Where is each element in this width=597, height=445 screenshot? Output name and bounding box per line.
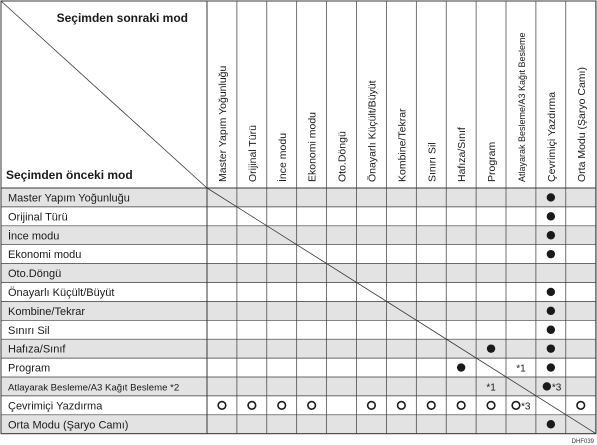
- header-bottom-label: Seçimden önceki mod: [6, 168, 133, 182]
- table-diagonal: [206, 187, 597, 435]
- filled-circle-mark: [546, 287, 556, 297]
- column-header: İnce modu: [276, 133, 289, 182]
- column-header: Orijinal Türü: [247, 125, 259, 182]
- column-header: Çevrimiçi Yazdırma: [546, 92, 558, 182]
- row-label: Çevrimiçi Yazdırma: [8, 400, 103, 412]
- row-label: Hafıza/Sınıf: [8, 344, 66, 356]
- column-header: Program: [486, 141, 498, 182]
- column-header: Sınırı Sil: [426, 142, 438, 182]
- row-label: Atlayarak Besleme/A3 Kağıt Besleme *2: [8, 382, 179, 393]
- cell-note: *1: [516, 364, 526, 375]
- filled-circle-mark: [546, 344, 556, 353]
- column-header: Atlayarak Besleme/A3 Kağıt Besleme: [517, 32, 527, 182]
- row-background: [1, 282, 596, 302]
- open-circle-mark: [486, 400, 496, 410]
- open-circle-mark: [511, 400, 521, 410]
- open-circle-mark: [307, 400, 317, 410]
- table-header: Seçimden sonraki mod Seçimden önceki mod: [6, 11, 188, 182]
- column-header: Oto.Döngü: [337, 131, 349, 182]
- figure-code: DHF039: [571, 439, 594, 445]
- filled-circle-mark: [546, 193, 556, 202]
- cell-note: *3: [552, 382, 562, 393]
- cell-note: *1: [486, 382, 496, 393]
- column-headers: Master Yapım Yoğunluğu Orijinal Türü İnce …: [217, 32, 588, 182]
- row-background: [1, 414, 596, 434]
- filled-circle-mark: [546, 325, 556, 334]
- open-circle-mark: [366, 400, 377, 410]
- filled-circle-mark: [546, 306, 556, 316]
- cell-note: *3: [521, 401, 531, 412]
- column-header: Kombine/Tekrar: [396, 108, 408, 182]
- column-header: Hafıza/Sınıf: [456, 127, 468, 182]
- row-background: [1, 358, 596, 377]
- row-label: İnce modu: [8, 229, 59, 242]
- row-background: [1, 339, 596, 359]
- open-circle-mark: [247, 400, 257, 410]
- column-header: Ekonomi modu: [307, 112, 319, 182]
- row-background: [1, 263, 596, 283]
- row-label: Önayarlı Küçült/Büyüt: [8, 287, 114, 299]
- row-background: [1, 377, 596, 396]
- cell-marks: *1 *1 *3 *3: [217, 193, 586, 429]
- open-circle-mark: [396, 400, 406, 410]
- column-header: Önayarlı Küçült/Büyüt: [366, 80, 378, 182]
- column-header: Master Yapım Yoğunluğu: [217, 65, 229, 182]
- row-background: [1, 244, 596, 264]
- row-background: [1, 206, 596, 226]
- row-labels: Master Yapım Yoğunluğu Orijinal Türü İnce …: [8, 192, 179, 431]
- row-label: Sınırı Sil: [8, 325, 50, 337]
- row-background: [1, 395, 596, 415]
- column-header: Orta Modu (Şaryo Camı): [576, 67, 588, 182]
- row-background: [1, 188, 596, 207]
- header-diagonal: [0, 0, 208, 189]
- open-circle-mark: [426, 400, 436, 410]
- row-background: [1, 320, 596, 340]
- open-circle-mark: [576, 400, 586, 410]
- grid-lines: [0, 0, 597, 435]
- filled-circle-mark: [456, 363, 466, 372]
- open-circle-mark: [456, 400, 466, 410]
- filled-circle-mark: [546, 249, 556, 259]
- row-label: Oto.Döngü: [8, 268, 61, 280]
- row-label: Orijinal Türü: [8, 211, 68, 223]
- filled-circle-mark: [546, 231, 556, 240]
- open-circle-mark: [277, 400, 287, 410]
- filled-circle-mark: [486, 344, 496, 353]
- filled-circle-mark: [546, 420, 556, 429]
- open-circle-mark: [217, 400, 227, 410]
- row-background: [1, 225, 596, 245]
- row-background: [1, 301, 596, 321]
- filled-circle-mark: [546, 363, 556, 372]
- row-backgrounds: [1, 188, 596, 434]
- row-label: Kombine/Tekrar: [8, 306, 85, 318]
- filled-circle-mark: [546, 212, 556, 221]
- row-label: Program: [8, 363, 50, 375]
- row-label: Master Yapım Yoğunluğu: [8, 192, 130, 204]
- header-top-label: Seçimden sonraki mod: [57, 11, 188, 25]
- filled-circle-mark: [542, 382, 552, 391]
- row-label: Orta Modu (Şaryo Camı): [8, 419, 128, 431]
- row-label: Ekonomi modu: [8, 249, 81, 261]
